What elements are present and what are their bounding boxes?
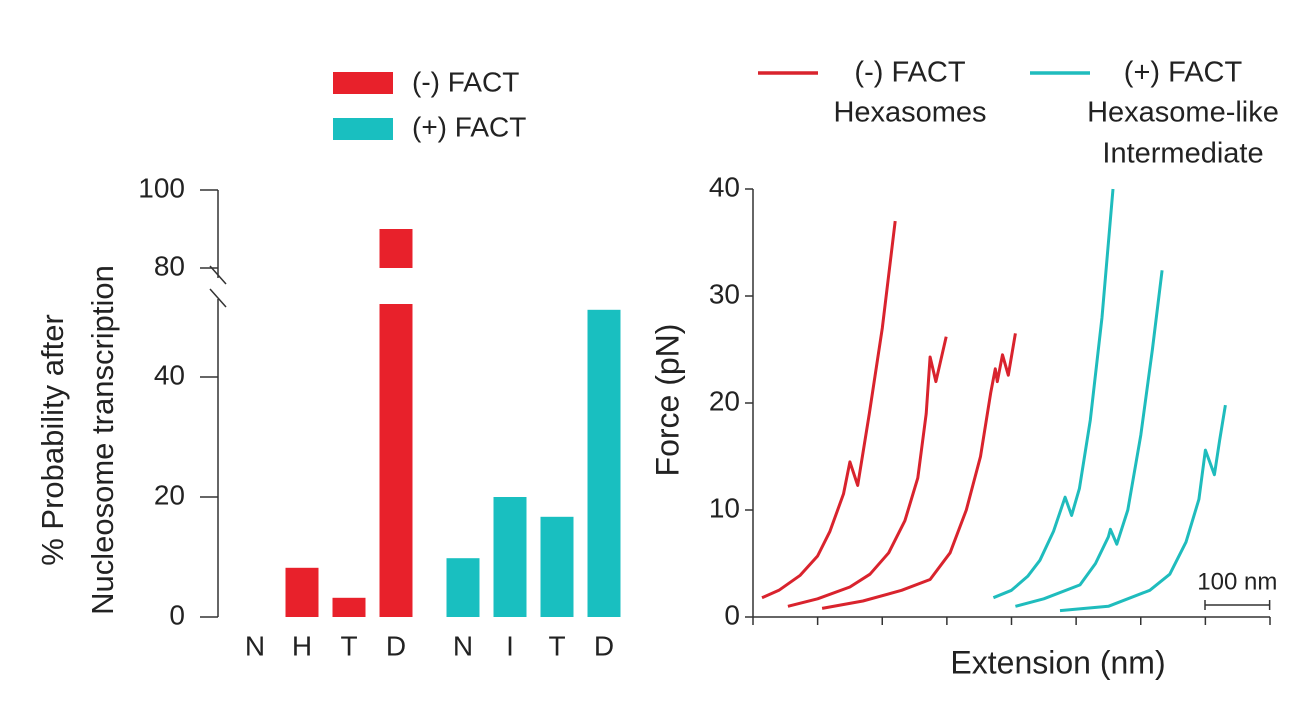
y-axis-label: % Probability after bbox=[35, 314, 70, 566]
y-axis-label: Force (pN) bbox=[649, 324, 685, 477]
y-tick-label: 80 bbox=[154, 250, 185, 281]
y-axis-label: Nucleosome transcription bbox=[85, 265, 120, 615]
y-tick-label: 30 bbox=[709, 278, 740, 309]
y-tick-label: 0 bbox=[724, 599, 740, 630]
y-tick-label: 100 bbox=[138, 172, 185, 203]
bar bbox=[587, 309, 621, 617]
scale-bar-label: 100 nm bbox=[1197, 568, 1277, 595]
axis-break bbox=[209, 265, 227, 285]
legend-label: (+) FACT bbox=[1124, 57, 1243, 89]
x-tick-label: D bbox=[386, 630, 406, 661]
bar bbox=[285, 567, 319, 617]
x-tick-label: D bbox=[594, 630, 614, 661]
x-axis-label: Extension (nm) bbox=[950, 644, 1165, 680]
x-tick-label: T bbox=[548, 630, 565, 661]
x-tick-label: T bbox=[340, 630, 357, 661]
y-tick-label: 10 bbox=[709, 492, 740, 523]
bar bbox=[446, 558, 480, 617]
legend-label: (-) FACT bbox=[412, 66, 519, 97]
bar bbox=[540, 516, 574, 617]
force-curve bbox=[821, 333, 1017, 610]
force-curve bbox=[1059, 404, 1227, 613]
legend-swatch bbox=[333, 118, 393, 140]
legend-swatch bbox=[333, 72, 393, 94]
x-tick-label: N bbox=[453, 630, 473, 661]
bar bbox=[493, 497, 527, 617]
scale-bar bbox=[1204, 600, 1271, 610]
x-tick-label: N bbox=[245, 630, 265, 661]
legend-label: (+) FACT bbox=[412, 111, 526, 142]
legend-label: (-) FACT bbox=[854, 57, 965, 89]
bar-lower bbox=[379, 304, 413, 617]
legend-description: Hexasomes bbox=[833, 97, 986, 129]
legend-description: Intermediate bbox=[1102, 138, 1263, 170]
x-tick-label: I bbox=[506, 630, 514, 661]
y-tick-label: 20 bbox=[154, 479, 185, 510]
axis-break bbox=[209, 288, 227, 308]
y-tick-label: 20 bbox=[709, 385, 740, 416]
bar-upper bbox=[379, 229, 413, 268]
force-curve bbox=[787, 336, 948, 608]
legend-description: Hexasome-like bbox=[1087, 97, 1279, 129]
bar bbox=[332, 597, 366, 617]
x-tick-label: H bbox=[292, 630, 312, 661]
y-tick-label: 40 bbox=[709, 171, 740, 202]
force-curve bbox=[1015, 270, 1164, 608]
force-curve bbox=[761, 220, 897, 600]
y-tick-label: 40 bbox=[154, 359, 185, 390]
force-curve bbox=[992, 188, 1115, 600]
y-tick-label: 0 bbox=[169, 599, 185, 630]
